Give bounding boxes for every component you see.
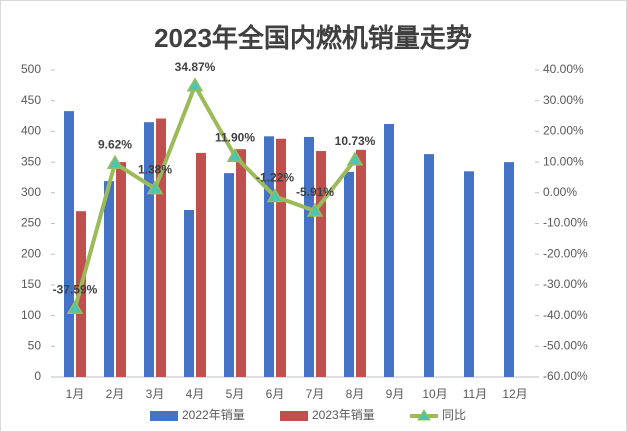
data-label: 34.87% [175, 60, 216, 74]
x-tick-label: 1月 [66, 387, 85, 401]
y2-tick-label: 30.00% [543, 93, 584, 107]
x-tick-label: 3月 [146, 387, 165, 401]
y-tick-label: 50 [28, 338, 42, 352]
bar [184, 209, 194, 377]
y-tick-label: 350 [21, 154, 41, 168]
y2-tick-label: 40.00% [543, 62, 584, 76]
bar [224, 173, 234, 377]
data-label: 9.62% [98, 137, 132, 151]
bar [64, 111, 74, 377]
bar [156, 118, 166, 378]
legend-label: 同比 [442, 408, 466, 422]
bar [464, 171, 474, 377]
bar [116, 162, 126, 377]
bar [264, 136, 274, 377]
bar [316, 151, 326, 377]
y-tick-label: 450 [21, 93, 41, 107]
y-tick-label: 0 [34, 369, 41, 383]
x-tick-label: 6月 [266, 387, 285, 401]
y-tick-label: 250 [21, 216, 41, 230]
x-tick-label: 8月 [346, 387, 365, 401]
y2-tick-label: 0.00% [543, 185, 577, 199]
marker [66, 299, 84, 314]
y-tick-label: 300 [21, 185, 41, 199]
legend-marker [417, 409, 431, 421]
y2-tick-label: -40.00% [543, 308, 588, 322]
marker [306, 202, 324, 217]
bar [344, 171, 354, 377]
data-label: 10.73% [335, 134, 376, 148]
x-tick-label: 11月 [463, 387, 487, 401]
x-tick-label: 12月 [502, 387, 527, 401]
bar [236, 149, 246, 377]
marker [346, 151, 364, 166]
data-label: 1.38% [138, 163, 172, 177]
data-label: -5.91% [296, 185, 334, 199]
y-tick-label: 400 [21, 124, 41, 138]
legend-label: 2022年销量 [182, 408, 245, 422]
data-label: -1.22% [256, 171, 294, 185]
y2-tick-label: -50.00% [543, 338, 588, 352]
y-tick-label: 100 [21, 308, 41, 322]
bar [144, 122, 154, 377]
x-tick-label: 5月 [226, 387, 245, 401]
bar [356, 149, 366, 377]
bar [76, 211, 86, 377]
bar [196, 152, 206, 377]
x-tick-label: 4月 [186, 387, 205, 401]
data-label: -37.59% [53, 282, 98, 296]
bar [304, 136, 314, 377]
bar [276, 138, 286, 377]
y2-tick-label: -60.00% [543, 369, 588, 383]
x-tick-label: 9月 [386, 387, 405, 401]
y2-tick-label: 10.00% [543, 154, 584, 168]
y-tick-label: 500 [21, 62, 41, 76]
y-tick-label: 150 [21, 277, 41, 291]
x-tick-label: 7月 [306, 387, 325, 401]
legend-label: 2023年销量 [312, 408, 375, 422]
marker [266, 188, 284, 203]
marker [186, 77, 204, 92]
bar [424, 154, 434, 377]
bar [504, 162, 514, 377]
bar [384, 124, 394, 377]
chart-title: 2023年全国内燃机销量走势 [154, 23, 472, 53]
legend-swatch [150, 411, 178, 421]
x-tick-label: 10月 [422, 387, 447, 401]
y-tick-label: 200 [21, 246, 41, 260]
y2-tick-label: -30.00% [543, 277, 588, 291]
bar [104, 181, 114, 377]
data-label: 11.90% [215, 130, 255, 144]
marker [226, 147, 244, 163]
marker [146, 180, 164, 195]
y2-tick-label: -20.00% [543, 246, 588, 260]
y2-tick-label: 20.00% [543, 124, 584, 138]
y2-tick-label: -10.00% [543, 216, 588, 230]
legend-swatch [280, 411, 308, 421]
x-tick-label: 2月 [106, 387, 125, 401]
marker [106, 154, 124, 170]
